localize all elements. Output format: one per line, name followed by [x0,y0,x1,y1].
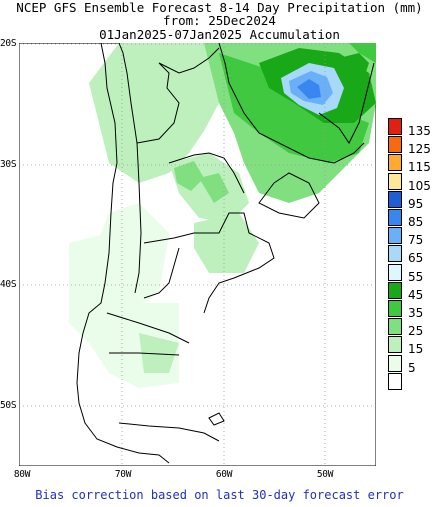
legend-label: 85 [408,215,424,229]
title-line-2: from: 25Dec2024 [163,13,276,28]
lon-label-60w: 60W [215,469,233,480]
legend-label: 135 [408,124,431,138]
legend-swatch [388,354,402,372]
boundaries [76,42,375,464]
title-line-3: 01Jan2025-07Jan2025 Accumulation [99,27,340,42]
legend-swatch [388,136,402,154]
legend-label: 125 [408,142,431,157]
precipitation-map [18,42,377,467]
legend-label: 55 [408,269,424,284]
lon-label-50w: 50W [316,469,334,480]
legend-swatch [388,172,402,190]
legend-swatch [388,372,402,390]
precip-fields [69,43,376,388]
legend-label: 75 [408,233,424,248]
legend-label: 105 [408,178,431,193]
title-line-1: NCEP GFS Ensemble Forecast 8-14 Day Prec… [16,0,423,15]
legend-swatch [388,154,402,172]
legend-swatch [388,190,402,208]
legend-swatch [388,209,402,226]
lat-label-50s: 50S [0,400,17,411]
legend-label: 115 [408,160,431,175]
lat-label-30s: 30S [0,159,17,170]
legend-label: 65 [408,251,424,266]
graticule [19,43,376,466]
legend-swatch [388,263,402,281]
legend-label: 45 [408,287,424,302]
legend-label: 25 [408,324,424,339]
legend-label: 35 [408,306,424,320]
legend-swatch [388,300,402,317]
bias-correction-note: Bias correction based on last 30-day for… [35,488,404,502]
legend-swatch [388,281,402,299]
lat-label-20s: 20S [0,38,17,49]
legend-label: 15 [408,342,424,357]
falkland-islands [208,412,225,426]
lon-label-80w: 80W [13,469,31,480]
legend-label: 95 [408,196,424,211]
legend-label: 5 [408,360,416,375]
legend-swatch [388,118,402,135]
lon-label-70w: 70W [114,469,132,480]
legend-swatch [388,245,402,263]
map-svg [18,42,377,467]
legend-swatch [388,227,402,245]
legend-swatch [388,318,402,336]
lat-label-40s: 40S [0,279,17,290]
legend-swatch [388,336,402,354]
